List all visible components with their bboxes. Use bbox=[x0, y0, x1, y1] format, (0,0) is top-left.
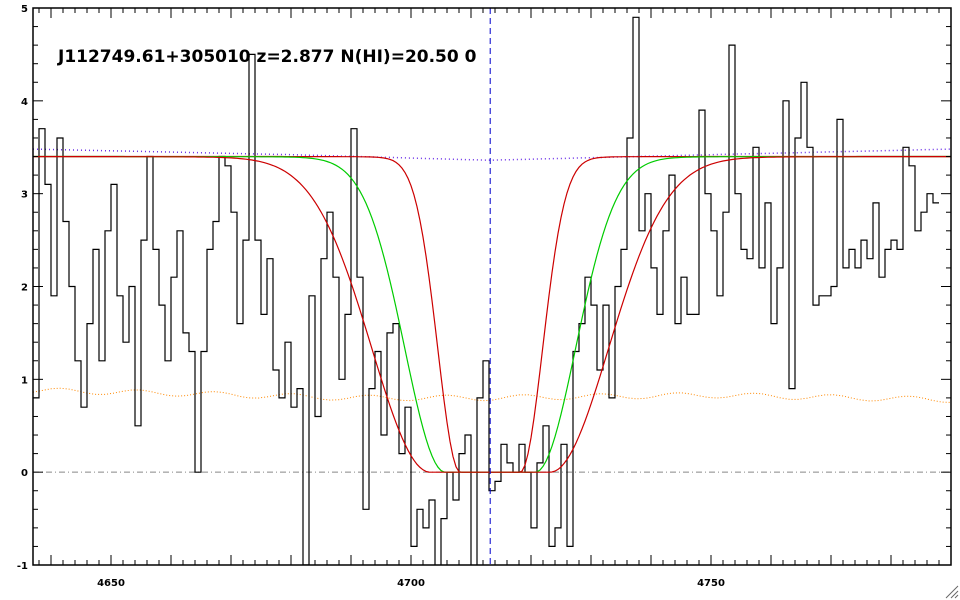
y-tick-label: 4 bbox=[21, 97, 28, 108]
x-tick-label: 4700 bbox=[397, 578, 425, 589]
error-spectrum bbox=[33, 387, 951, 403]
x-tick-label: 4750 bbox=[697, 578, 725, 589]
y-tick-label: 0 bbox=[21, 468, 28, 479]
resize-grip-icon[interactable] bbox=[945, 585, 959, 599]
fit-upper-bound-curve bbox=[33, 156, 951, 473]
y-tick-label: 1 bbox=[21, 375, 28, 386]
y-tick-label: -1 bbox=[17, 561, 28, 572]
y-tick-label: 5 bbox=[21, 4, 28, 15]
x-tick-label: 4650 bbox=[97, 578, 125, 589]
y-tick-label: 3 bbox=[21, 190, 28, 201]
flux-histogram bbox=[33, 16, 939, 565]
chart-axes: -1 0 1 2 3 4 5 4650 4700 4750 bbox=[17, 4, 952, 589]
chart-title: J112749.61+305010 z=2.877 N(HI)=20.50 0 bbox=[57, 47, 477, 67]
y-tick-label: 2 bbox=[21, 283, 28, 294]
chart-curves bbox=[33, 8, 951, 565]
